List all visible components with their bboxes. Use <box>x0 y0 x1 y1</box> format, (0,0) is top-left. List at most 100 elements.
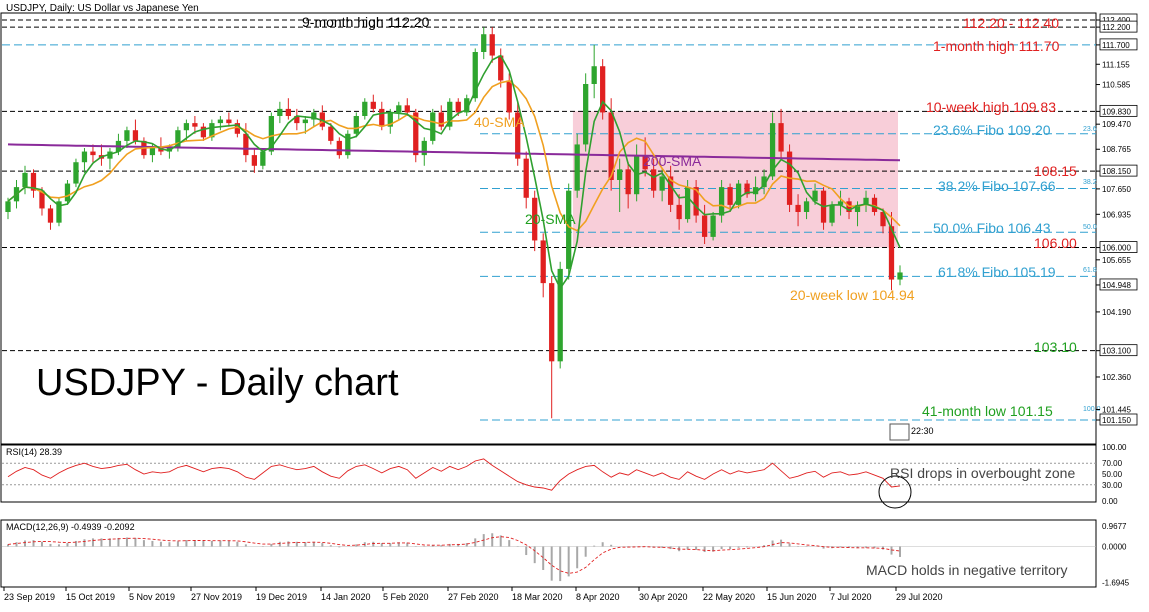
bull-candle <box>22 172 28 188</box>
bull-candle <box>897 272 903 280</box>
label-sma200: 200-SMA <box>643 153 702 169</box>
bear-candle <box>506 80 512 113</box>
bull-candle <box>574 144 580 191</box>
x-tick-label: 27 Feb 2020 <box>448 592 499 602</box>
bear-candle <box>39 190 45 209</box>
bear-candle <box>234 123 241 134</box>
bear-candle <box>880 212 886 227</box>
bull-candle <box>761 176 767 188</box>
bull-candle <box>362 101 368 116</box>
bull-candle <box>557 268 563 362</box>
macd-signal-line <box>7 536 901 574</box>
bear-candle <box>498 55 504 81</box>
bull-candle <box>829 204 835 223</box>
x-tick-label: 14 Jan 2020 <box>321 592 371 602</box>
bear-candle <box>294 116 300 124</box>
y-tick-label: 112.200 <box>1102 23 1131 32</box>
label-sma40: 40-SMA <box>474 114 525 130</box>
bull-candle <box>209 123 215 138</box>
label-112-range: 112.20 - 112.40 <box>963 15 1059 31</box>
bull-candle <box>803 201 810 212</box>
x-tick-label: 5 Feb 2020 <box>383 592 429 602</box>
label-fibo-618: 61.8% Fibo 105.19 <box>938 264 1056 280</box>
bull-candle <box>854 204 861 212</box>
bear-candle <box>30 172 37 191</box>
y-tick-box <box>1099 413 1138 426</box>
label-fibo-tiny: 100.0 <box>1083 406 1101 413</box>
y-tick-label: 110.585 <box>1102 81 1131 90</box>
bear-candle <box>243 133 249 156</box>
bull-candle <box>684 187 691 220</box>
macd-panel-frame <box>0 519 1097 588</box>
bull-candle <box>353 116 359 134</box>
bear-candle <box>523 158 529 198</box>
y-tick-box <box>1099 344 1138 357</box>
bear-candle <box>200 126 207 138</box>
label-fibo-500: 50.0% Fibo 106.43 <box>933 220 1051 236</box>
label-fibo-236: 23.6% Fibo 109.20 <box>933 122 1051 138</box>
bear-candle <box>600 66 606 113</box>
bear-candle <box>871 197 878 212</box>
x-tick-label: 27 Nov 2019 <box>191 592 242 602</box>
bull-candle <box>583 84 589 145</box>
bull-candle <box>5 201 11 212</box>
label-fibo-tiny: 61.8 <box>1083 267 1097 274</box>
y-tick-label: 101.150 <box>1102 416 1131 425</box>
bear-candle <box>47 208 54 223</box>
label-nine-month-high: 9-month high 112.20 <box>302 14 430 30</box>
y-tick-label: 107.650 <box>1102 185 1131 194</box>
bull-candle <box>718 187 725 216</box>
bull-candle <box>710 215 716 237</box>
bull-candle <box>396 105 402 113</box>
bull-candle <box>837 201 844 205</box>
bull-candle <box>752 187 759 195</box>
bear-candle <box>778 123 784 152</box>
bear-candle <box>515 112 521 159</box>
rsi-highlight-circle <box>878 475 912 509</box>
bear-candle <box>413 112 419 156</box>
bull-candle <box>260 151 266 166</box>
bear-candle <box>549 283 555 362</box>
bear-candle <box>625 169 631 195</box>
rsi-annotation: RSI drops in overbought zone <box>890 465 1075 481</box>
rsi-line <box>7 458 901 491</box>
bull-candle <box>430 112 436 141</box>
x-tick-label: 29 Jul 2020 <box>896 592 943 602</box>
bull-candle <box>124 130 130 141</box>
y-tick-label: 111.700 <box>1102 41 1130 50</box>
label-108-15: 108.15 <box>1034 163 1077 179</box>
bear-candle <box>701 215 708 237</box>
y-tick-box <box>1099 164 1138 177</box>
bear-candle <box>693 187 699 216</box>
bear-candle <box>192 123 198 127</box>
y-tick-box <box>1099 38 1138 51</box>
x-tick-label: 15 Oct 2019 <box>66 592 115 602</box>
bull-candle <box>387 112 393 127</box>
y-tick-label: 112.400 <box>1102 16 1131 25</box>
bear-candle <box>727 187 733 205</box>
bear-candle <box>795 204 801 212</box>
bear-candle <box>319 112 325 127</box>
rsi-panel-frame <box>0 444 1097 503</box>
bull-candle <box>812 190 818 202</box>
bear-candle <box>438 112 444 127</box>
bull-candle <box>617 169 623 180</box>
bear-candle <box>404 105 410 113</box>
y-tick-label: 105.655 <box>1102 256 1131 265</box>
bull-candle <box>183 123 190 131</box>
bear-candle <box>489 34 495 56</box>
rsi-tick-label: 50.00 <box>1102 470 1123 479</box>
bear-candle <box>90 151 96 156</box>
bear-candle <box>608 112 614 180</box>
label-time-badge: 22:30 <box>911 426 934 436</box>
bear-candle <box>251 155 257 166</box>
rsi-tick-label: 30.00 <box>1102 481 1123 490</box>
y-tick-label: 108.765 <box>1102 145 1131 154</box>
bull-candle <box>566 190 572 269</box>
y-tick-label: 109.830 <box>1102 107 1131 116</box>
bull-candle <box>735 183 742 205</box>
label-106-00: 106.00 <box>1034 235 1077 251</box>
bull-candle <box>64 183 71 202</box>
bull-candle <box>863 197 869 205</box>
